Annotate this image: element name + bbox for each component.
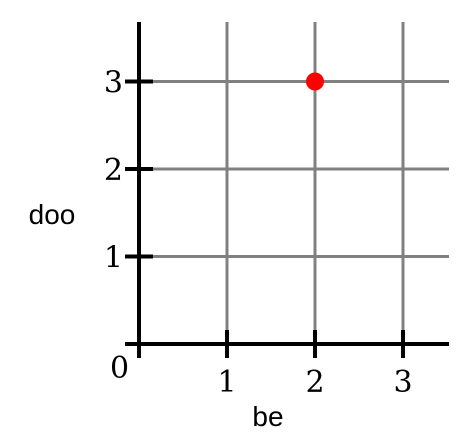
x-tick-label: 2 <box>305 365 324 400</box>
grid <box>139 22 449 344</box>
x-tick-label: 3 <box>393 365 412 400</box>
y-tick-label: 1 <box>104 241 123 276</box>
tick-labels: 1 2 3 1 2 3 <box>104 66 413 401</box>
ticks <box>125 79 405 358</box>
x-axis-label: be <box>252 401 283 432</box>
y-axis-label: doo <box>29 199 76 230</box>
x-tick-label: 1 <box>217 365 236 400</box>
axes <box>125 22 449 358</box>
origin-label: 0 <box>110 351 129 386</box>
y-tick-label: 3 <box>104 66 123 101</box>
y-tick-label: 2 <box>104 153 123 188</box>
data-point <box>306 72 324 91</box>
data-points <box>306 72 324 91</box>
